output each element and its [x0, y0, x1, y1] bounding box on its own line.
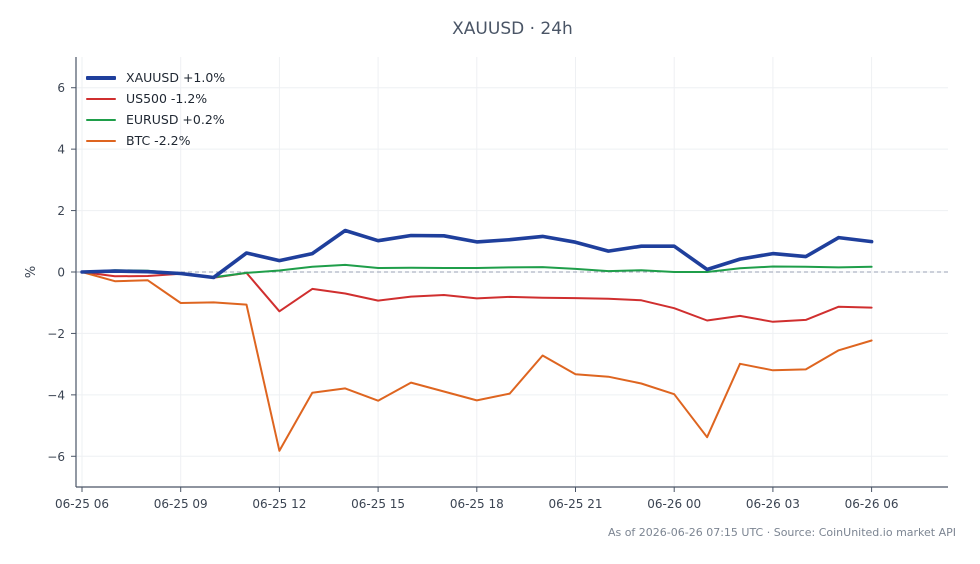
y-tick-label: 4	[57, 143, 65, 157]
chart-legend: XAUUSD +1.0% US500 -1.2% EURUSD +0.2% BTC -…	[86, 67, 225, 151]
legend-label: XAUUSD +1.0%	[126, 70, 226, 85]
legend-label: BTC -2.2%	[126, 133, 191, 148]
x-tick-label: 06-26 00	[647, 497, 701, 511]
x-tick-label: 06-26 06	[845, 497, 899, 511]
series-line-0	[80, 228, 874, 280]
series-layer	[80, 228, 874, 452]
legend-swatch	[86, 139, 116, 142]
y-tick-label: −2	[47, 327, 65, 341]
series-line-3	[81, 271, 873, 452]
x-tick-label: 06-25 21	[549, 497, 603, 511]
x-tick-label: 06-25 15	[351, 497, 405, 511]
x-tick-label: 06-25 12	[252, 497, 306, 511]
legend-item: EURUSD +0.2%	[86, 109, 225, 130]
legend-item: XAUUSD +1.0%	[86, 67, 225, 88]
legend-swatch	[86, 75, 116, 80]
chart-title: XAUUSD · 24h	[452, 19, 573, 39]
x-tick-label: 06-25 18	[450, 497, 504, 511]
legend-swatch	[86, 97, 116, 100]
legend-item: BTC -2.2%	[86, 130, 225, 151]
x-tick-label: 06-25 09	[154, 497, 208, 511]
legend-label: EURUSD +0.2%	[126, 112, 225, 127]
legend-label: US500 -1.2%	[126, 91, 208, 106]
y-tick-label: −6	[47, 450, 65, 464]
y-tick-label: −4	[47, 388, 65, 402]
y-tick-label: 0	[57, 266, 65, 280]
y-tick-label: 2	[57, 204, 65, 218]
tick-labels-layer: 06-25 06 06-25 09 06-25 12 06-25 15 06-25 18…	[24, 81, 899, 511]
y-axis-label: %	[24, 266, 39, 278]
axes-layer	[71, 57, 948, 492]
x-tick-label: 06-26 03	[746, 497, 800, 511]
legend-swatch	[86, 118, 116, 121]
y-tick-label: 6	[57, 81, 65, 95]
chart-footer: As of 2026-06-26 07:15 UTC · Source: Coi…	[607, 526, 956, 539]
legend-item: US500 -1.2%	[86, 88, 225, 109]
x-tick-label: 06-25 06	[55, 497, 109, 511]
